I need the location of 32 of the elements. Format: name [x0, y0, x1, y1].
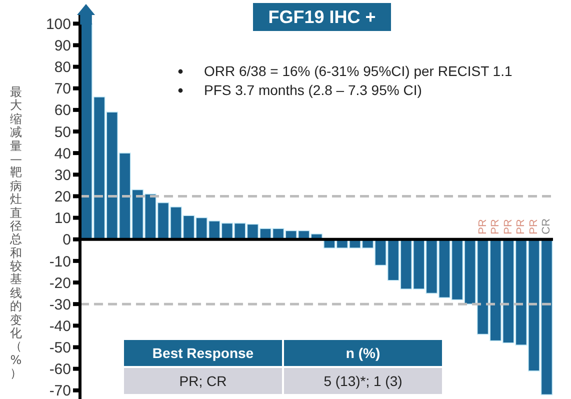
annotation: n (%)	[284, 340, 442, 366]
data-label: PR	[476, 219, 489, 234]
y-tick-label: 20	[54, 188, 71, 206]
annotation: Best Response	[124, 340, 284, 366]
annotation: PFS 3.7 months (2.8 – 7.3 95% CI)	[204, 81, 422, 100]
y-tick-label: 30	[54, 166, 71, 184]
y-tick-label: 0	[62, 232, 71, 249]
y-tick-label: 50	[54, 124, 71, 141]
annotation: PR; CR	[124, 368, 284, 394]
y-tick-label: -60	[49, 361, 71, 378]
annotation: ORR 6/38 = 16% (6-31% 95%CI) per RECIST 1.1	[204, 62, 512, 81]
data-label: PR	[490, 219, 502, 234]
text: 最大缩减量—靶病灶直径总和较基线的变化（%）	[10, 85, 22, 380]
data-label: PR	[502, 219, 514, 234]
data-label: PR	[515, 219, 528, 234]
y-tick-label: 100	[46, 16, 71, 33]
y-tick-label: 60	[54, 102, 71, 120]
annotation: 5 (13)*; 1 (3)	[284, 368, 442, 394]
y-tick-label: -50	[49, 340, 71, 357]
y-tick-label: -30	[49, 296, 71, 314]
y-tick-label: -40	[49, 318, 71, 335]
data-label: PR	[528, 219, 540, 234]
data-label: CR	[540, 218, 553, 234]
y-tick-label: 10	[54, 210, 71, 228]
chart-title: FGF19 IHC +	[253, 3, 391, 31]
y-tick-label: -20	[49, 274, 71, 292]
y-tick-label: 80	[54, 59, 71, 76]
y-tick-label: -70	[49, 382, 71, 399]
y-tick-label: 40	[54, 145, 71, 162]
y-tick-label: -10	[49, 253, 71, 270]
y-tick-label: 70	[54, 80, 71, 98]
y-tick-label: 90	[54, 38, 71, 55]
